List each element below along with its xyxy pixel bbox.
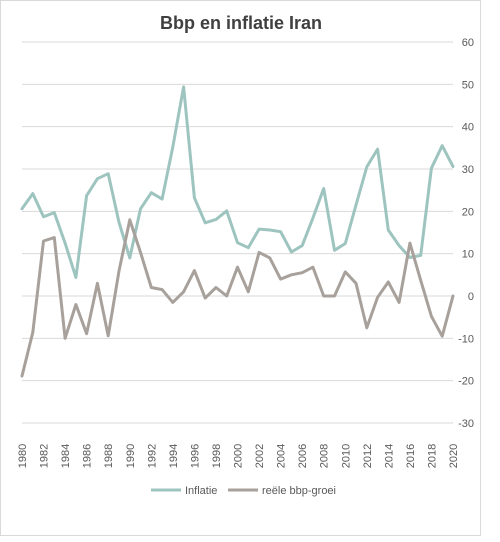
series-line-1 xyxy=(20,218,455,378)
chart-title: Bbp en inflatie Iran xyxy=(160,13,322,33)
x-tick-label: 1984 xyxy=(60,444,72,468)
y-tick-label: -10 xyxy=(458,333,474,345)
x-tick-label: 2008 xyxy=(319,444,331,468)
series-line-0 xyxy=(20,85,455,279)
y-tick-label: 50 xyxy=(462,79,474,91)
y-tick-label: 20 xyxy=(462,206,474,218)
x-tick-label: 2020 xyxy=(448,444,460,468)
chart-frame: Bbp en inflatie Iran -30 -20 -10 0 10 20 30 40 5… xyxy=(0,0,481,536)
y-tick-label: 30 xyxy=(462,164,474,176)
legend-label-reele-bbp-groei: reële bbp-groei xyxy=(262,485,336,497)
x-tick-label: 2002 xyxy=(254,444,266,468)
x-tick-label: 1982 xyxy=(39,444,51,468)
x-tick-label: 2012 xyxy=(362,444,374,468)
y-tick-label: -30 xyxy=(458,418,474,430)
x-tick-label: 2004 xyxy=(276,444,288,468)
y-tick-label: -20 xyxy=(458,376,474,388)
x-tick-label: 1994 xyxy=(168,444,180,468)
y-tick-label: 60 xyxy=(462,37,474,49)
x-tick-label: 2010 xyxy=(340,444,352,468)
y-tick-label: 40 xyxy=(462,122,474,134)
y-tick-label: 10 xyxy=(462,249,474,261)
line-chart: Bbp en inflatie Iran -30 -20 -10 0 10 20 30 40 5… xyxy=(17,13,474,497)
x-tick-label: 2016 xyxy=(405,444,417,468)
y-axis-ticks: -30 -20 -10 0 10 20 30 40 50 60 xyxy=(458,37,474,430)
x-tick-label: 1988 xyxy=(103,444,115,468)
x-tick-label: 1990 xyxy=(125,444,137,468)
legend-label-inflatie: Inflatie xyxy=(185,485,217,497)
x-tick-label: 1992 xyxy=(146,444,158,468)
x-axis-ticks: 1980 1982 1984 1986 1988 1990 1992 1994 1996 1998… xyxy=(17,444,460,468)
x-tick-label: 1980 xyxy=(17,444,29,468)
x-tick-label: 2018 xyxy=(426,444,438,468)
x-tick-label: 2000 xyxy=(233,444,245,468)
x-tick-label: 1998 xyxy=(211,444,223,468)
x-tick-label: 1986 xyxy=(82,444,94,468)
y-tick-label: 0 xyxy=(468,291,474,303)
x-tick-label: 2006 xyxy=(297,444,309,468)
x-tick-label: 1996 xyxy=(189,444,201,468)
series-lines xyxy=(20,85,455,378)
legend: Inflatie reële bbp-groei xyxy=(151,485,336,497)
x-tick-label: 2014 xyxy=(383,444,395,468)
